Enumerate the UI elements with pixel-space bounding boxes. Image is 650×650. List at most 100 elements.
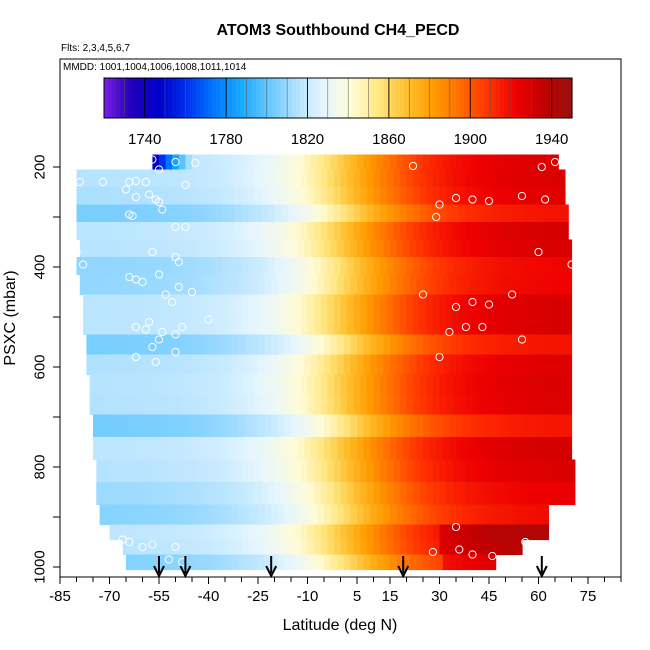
colorbar-swatch <box>568 78 573 118</box>
heatmap-cell <box>258 274 266 296</box>
heatmap-cell <box>165 154 173 171</box>
heatmap-cell <box>254 257 262 276</box>
heatmap-cell <box>284 334 292 356</box>
heatmap-cell <box>284 274 292 296</box>
heatmap-cell <box>327 257 335 276</box>
data-point <box>468 297 477 307</box>
heatmap-cell <box>145 414 153 438</box>
heatmap-cell <box>528 239 536 258</box>
heatmap-cell <box>192 334 200 356</box>
heatmap-cell <box>548 334 556 356</box>
heatmap-cell <box>244 504 252 526</box>
heatmap-cell <box>541 414 549 438</box>
heatmap-cell <box>149 482 157 506</box>
heatmap-cell <box>314 187 322 206</box>
heatmap-cell <box>564 204 569 223</box>
heatmap-cell <box>472 222 480 241</box>
heatmap-cell <box>297 274 305 296</box>
heatmap-cell <box>234 524 243 541</box>
heatmap-cell <box>159 554 167 571</box>
heatmap-cell <box>208 374 216 396</box>
heatmap-cell <box>568 414 573 438</box>
heatmap-cell <box>376 414 384 438</box>
heatmap-cell <box>508 239 516 258</box>
profile-marker-arrowhead <box>265 565 278 579</box>
heatmap-cell <box>215 294 223 316</box>
heatmap-cell <box>465 482 474 506</box>
heatmap-cell <box>211 354 219 376</box>
heatmap-cell <box>485 459 493 483</box>
heatmap-cell <box>452 294 460 316</box>
colorbar-swatch <box>356 78 361 118</box>
heatmap-cell <box>564 459 573 483</box>
heatmap-cell <box>419 257 427 276</box>
heatmap-cell <box>317 274 325 296</box>
data-point <box>191 158 200 168</box>
heatmap-cell <box>383 414 391 438</box>
heatmap-cell <box>231 504 239 526</box>
heatmap-cell <box>340 294 348 316</box>
heatmap-cell <box>545 257 553 276</box>
heatmap-cell <box>333 222 342 241</box>
heatmap-cell <box>479 314 487 336</box>
heatmap-cell <box>119 414 127 438</box>
heatmap-cell <box>99 414 107 438</box>
colorbar-swatch <box>364 78 369 118</box>
heatmap-cell <box>498 222 507 241</box>
heatmap-cell <box>436 354 444 376</box>
heatmap-cell <box>310 239 318 258</box>
heatmap-cell <box>149 222 157 241</box>
heatmap-cell <box>472 539 480 556</box>
heatmap-cell <box>413 204 421 223</box>
heatmap-cell <box>248 294 256 316</box>
heatmap-cell <box>551 459 559 483</box>
heatmap-cell <box>119 334 127 356</box>
heatmap-cell <box>159 274 167 296</box>
heatmap-cell <box>218 239 226 258</box>
heatmap-cell <box>551 257 559 276</box>
heatmap-cell <box>165 239 173 258</box>
heatmap-cell <box>363 554 371 571</box>
heatmap-cell <box>426 524 434 541</box>
heatmap-cell <box>102 222 111 241</box>
heatmap-cell <box>261 539 269 556</box>
heatmap-cell <box>317 554 325 571</box>
heatmap-cell <box>545 459 553 483</box>
heatmap-cell <box>291 437 299 461</box>
heatmap-cell <box>545 314 553 336</box>
heatmap-cell <box>406 394 414 416</box>
heatmap-cell <box>347 394 355 416</box>
heatmap-cell <box>383 504 391 526</box>
heatmap-cell <box>522 504 530 526</box>
colorbar-swatch <box>252 78 257 118</box>
data-point <box>158 205 167 214</box>
heatmap-cell <box>225 354 233 376</box>
heatmap-cell <box>482 274 490 296</box>
heatmap-cell <box>413 314 421 336</box>
heatmap-cell <box>347 204 355 223</box>
heatmap-cell <box>380 524 388 541</box>
heatmap-cell <box>248 459 256 483</box>
heatmap-cell <box>215 314 223 336</box>
heatmap-cell <box>149 257 157 276</box>
heatmap-cell <box>515 274 523 296</box>
heatmap-cell <box>208 204 216 223</box>
heatmap-cell <box>399 169 408 188</box>
heatmap-cell <box>267 394 276 416</box>
heatmap-cell <box>515 437 523 461</box>
heatmap-cell <box>376 239 384 258</box>
data-point <box>435 200 444 209</box>
heatmap-cell <box>340 459 348 483</box>
data-point <box>178 322 187 332</box>
heatmap-cell <box>522 354 530 376</box>
heatmap-cell <box>192 554 200 571</box>
heatmap-cell <box>393 539 401 556</box>
colorbar-swatch <box>312 78 317 118</box>
heatmap-cell <box>264 554 272 571</box>
heatmap-cell <box>159 334 167 356</box>
heatmap-cell <box>116 482 124 506</box>
heatmap-cell <box>561 354 569 376</box>
heatmap-cell <box>436 554 444 571</box>
heatmap-cell <box>330 274 338 296</box>
colorbar-swatch <box>152 78 157 118</box>
